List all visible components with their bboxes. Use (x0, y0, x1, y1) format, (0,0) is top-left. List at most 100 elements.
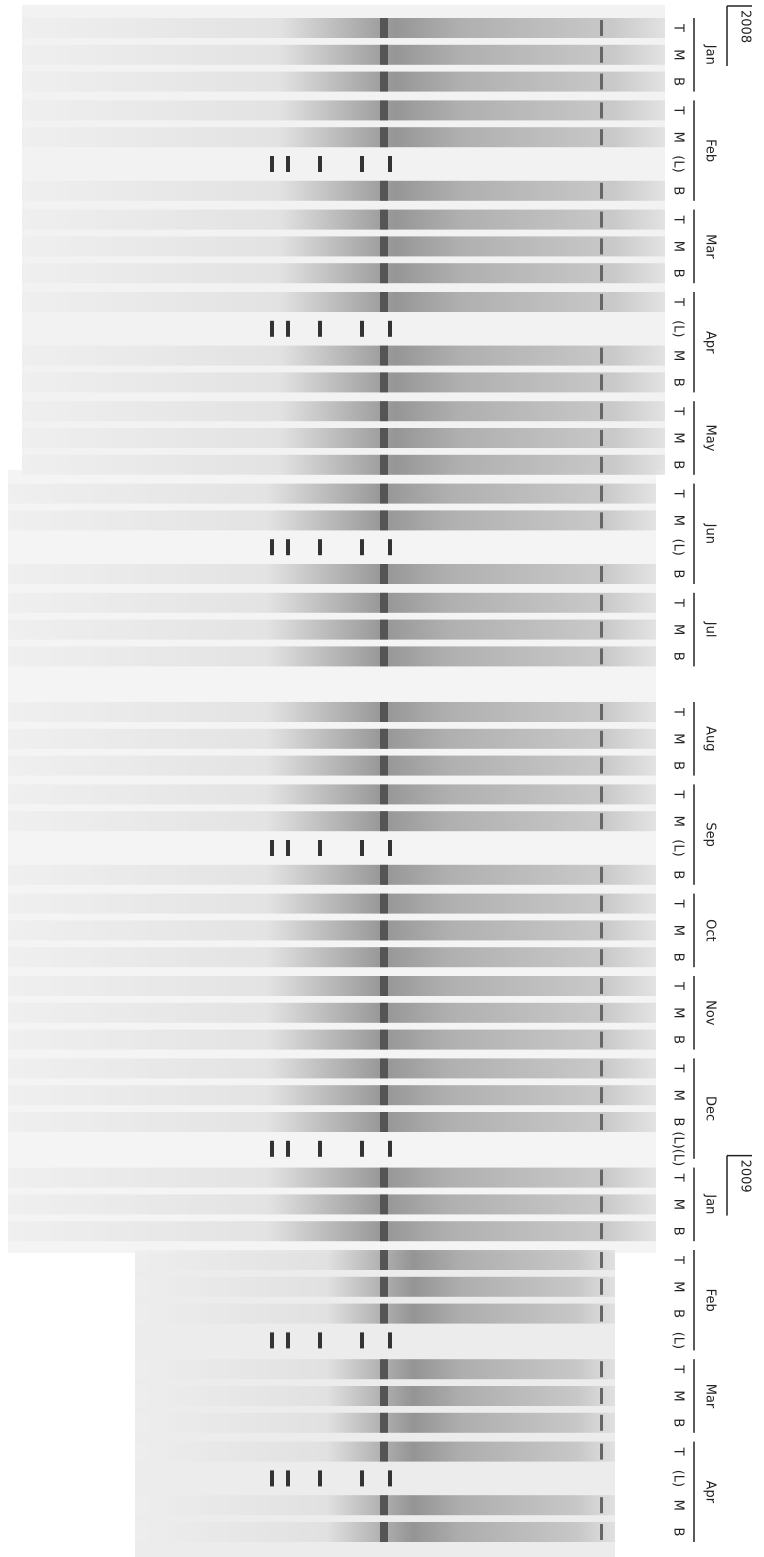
year-label: 2009 (738, 1160, 753, 1193)
lane-label: B (671, 1035, 686, 1044)
marker-band (270, 539, 274, 556)
band (380, 1250, 388, 1270)
lane-label: B (671, 378, 686, 387)
month-label: Jul (703, 621, 718, 638)
lane (22, 127, 665, 148)
lane-label: (L)(L) (671, 1131, 686, 1166)
marker-band (286, 1140, 290, 1157)
month-label: Mar (703, 234, 718, 259)
band (380, 1303, 388, 1324)
band (600, 129, 603, 146)
band (600, 1114, 603, 1130)
lane-label: M (671, 816, 686, 827)
band (600, 704, 603, 720)
lane (8, 1167, 656, 1188)
band (380, 1112, 388, 1132)
band (600, 566, 603, 582)
lane (8, 1221, 656, 1242)
band (380, 893, 388, 914)
band (380, 292, 388, 312)
lane (22, 44, 665, 65)
lane-label: B (671, 460, 686, 469)
lane-label: M (671, 1281, 686, 1292)
lane-label: (L) (671, 539, 686, 556)
lane-label: M (671, 132, 686, 143)
lane (135, 1522, 615, 1542)
band (600, 1223, 603, 1240)
band (380, 372, 388, 393)
band (600, 1305, 603, 1322)
band (380, 864, 388, 885)
lane-label: B (671, 1528, 686, 1537)
lane (8, 564, 656, 584)
month-label: Feb (703, 139, 718, 162)
lane-label: M (671, 241, 686, 252)
lane-label: B (671, 761, 686, 770)
band (600, 374, 603, 391)
band (600, 182, 603, 199)
lane-label: B (671, 269, 686, 278)
band (600, 347, 603, 364)
band (600, 621, 603, 638)
band (380, 428, 388, 448)
lane-label: T (671, 1255, 686, 1264)
marker-band (286, 156, 290, 172)
lane-label: T (671, 1173, 686, 1182)
band (600, 1443, 603, 1460)
lane (8, 784, 656, 805)
lane-label: T (671, 23, 686, 32)
marker-band (388, 156, 392, 172)
band (600, 866, 603, 883)
band (380, 1276, 388, 1297)
lane-label: B (671, 570, 686, 579)
band (600, 265, 603, 282)
band (380, 1412, 388, 1433)
band (600, 73, 603, 90)
month-label: Jun (703, 523, 718, 544)
lane (8, 1058, 656, 1079)
marker-band (270, 840, 274, 856)
lane-label: T (671, 598, 686, 607)
lane-label: B (671, 1118, 686, 1127)
band (380, 401, 388, 422)
lane (22, 345, 665, 366)
lane-label: M (671, 1090, 686, 1101)
band (380, 236, 388, 257)
lane (8, 1194, 656, 1215)
lane (8, 811, 656, 832)
lane-label: T (671, 707, 686, 716)
marker-band (286, 539, 290, 556)
lane (22, 18, 665, 38)
band (600, 757, 603, 774)
lane (22, 428, 665, 448)
month-label: Sep (703, 822, 718, 847)
lane-label: M (671, 432, 686, 443)
band (380, 1002, 388, 1023)
band (600, 485, 603, 502)
band (600, 1031, 603, 1048)
lane (8, 728, 656, 749)
lane-label: (L) (671, 320, 686, 337)
marker-band (360, 840, 364, 856)
band (380, 1359, 388, 1380)
lane (8, 893, 656, 914)
band (600, 594, 603, 611)
lane-label: (L) (671, 155, 686, 172)
gel-image (8, 5, 665, 1557)
lane (8, 702, 656, 722)
lane (8, 920, 656, 941)
band (380, 728, 388, 749)
marker-band (270, 1470, 274, 1487)
month-label: Feb (703, 1289, 718, 1312)
band (380, 1221, 388, 1242)
lane-label: B (671, 186, 686, 195)
lane-label: M (671, 350, 686, 361)
band (600, 211, 603, 228)
marker-band (318, 840, 322, 856)
marker-band (360, 539, 364, 556)
lane (8, 755, 656, 776)
lane (8, 619, 656, 640)
band (600, 949, 603, 966)
lane (22, 454, 665, 475)
